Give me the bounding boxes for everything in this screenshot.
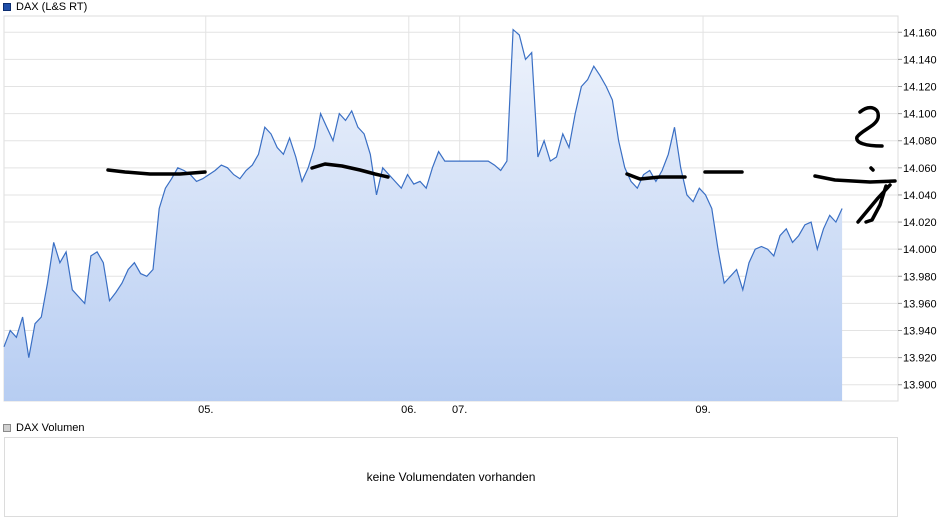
price-legend-label: DAX (L&S RT) (16, 1, 88, 13)
annotation-stroke-1 (106, 168, 207, 176)
annotation-stroke-5 (813, 174, 897, 184)
y-tick-label: 13.980 (903, 271, 937, 283)
price-legend-swatch (3, 3, 11, 11)
x-tick-label: 07. (452, 404, 467, 416)
volume-legend-swatch (3, 424, 11, 432)
annotation-question-mark-curve (855, 106, 884, 148)
price-line (3, 28, 843, 358)
y-tick-label: 14.040 (903, 190, 937, 202)
volume-panel: keine Volumendaten vorhanden (4, 437, 898, 517)
annotation-stroke-2 (310, 162, 390, 179)
y-tick-label: 14.140 (903, 54, 937, 66)
hand-drawn-annotations (106, 106, 897, 224)
y-tick-label: 13.920 (903, 353, 937, 365)
annotation-stroke-3 (625, 172, 687, 181)
annotation-arrow-stroke (856, 183, 892, 224)
volume-legend: DAX Volumen (3, 421, 84, 435)
volume-legend-label: DAX Volumen (16, 422, 85, 434)
y-tick-label: 13.900 (903, 380, 937, 392)
x-axis-ticks: 05. 06. 07. 09. (198, 404, 711, 416)
y-tick-label: 14.120 (903, 81, 937, 93)
y-tick-label: 14.060 (903, 163, 937, 175)
x-tick-label: 09. (695, 404, 710, 416)
price-chart[interactable]: 13.900 13.920 13.940 13.960 13.980 14.000 14.0… (0, 0, 940, 420)
y-tick-label: 14.020 (903, 217, 937, 229)
y-tick-label: 14.080 (903, 136, 937, 148)
price-area-fill (4, 29, 843, 401)
y-tick-label: 14.000 (903, 244, 937, 256)
y-tick-label: 13.940 (903, 326, 937, 338)
annotation-question-mark-dot (869, 166, 875, 172)
price-legend: DAX (L&S RT) (3, 0, 87, 14)
x-tick-label: 06. (401, 404, 416, 416)
no-volume-data-message: keine Volumendaten vorhanden (366, 470, 536, 484)
y-axis-ticks: 13.900 13.920 13.940 13.960 13.980 14.000 14.0… (898, 27, 937, 392)
y-tick-label: 13.960 (903, 298, 937, 310)
y-tick-label: 14.160 (903, 27, 937, 39)
x-tick-label: 05. (198, 404, 213, 416)
y-tick-label: 14.100 (903, 109, 937, 121)
